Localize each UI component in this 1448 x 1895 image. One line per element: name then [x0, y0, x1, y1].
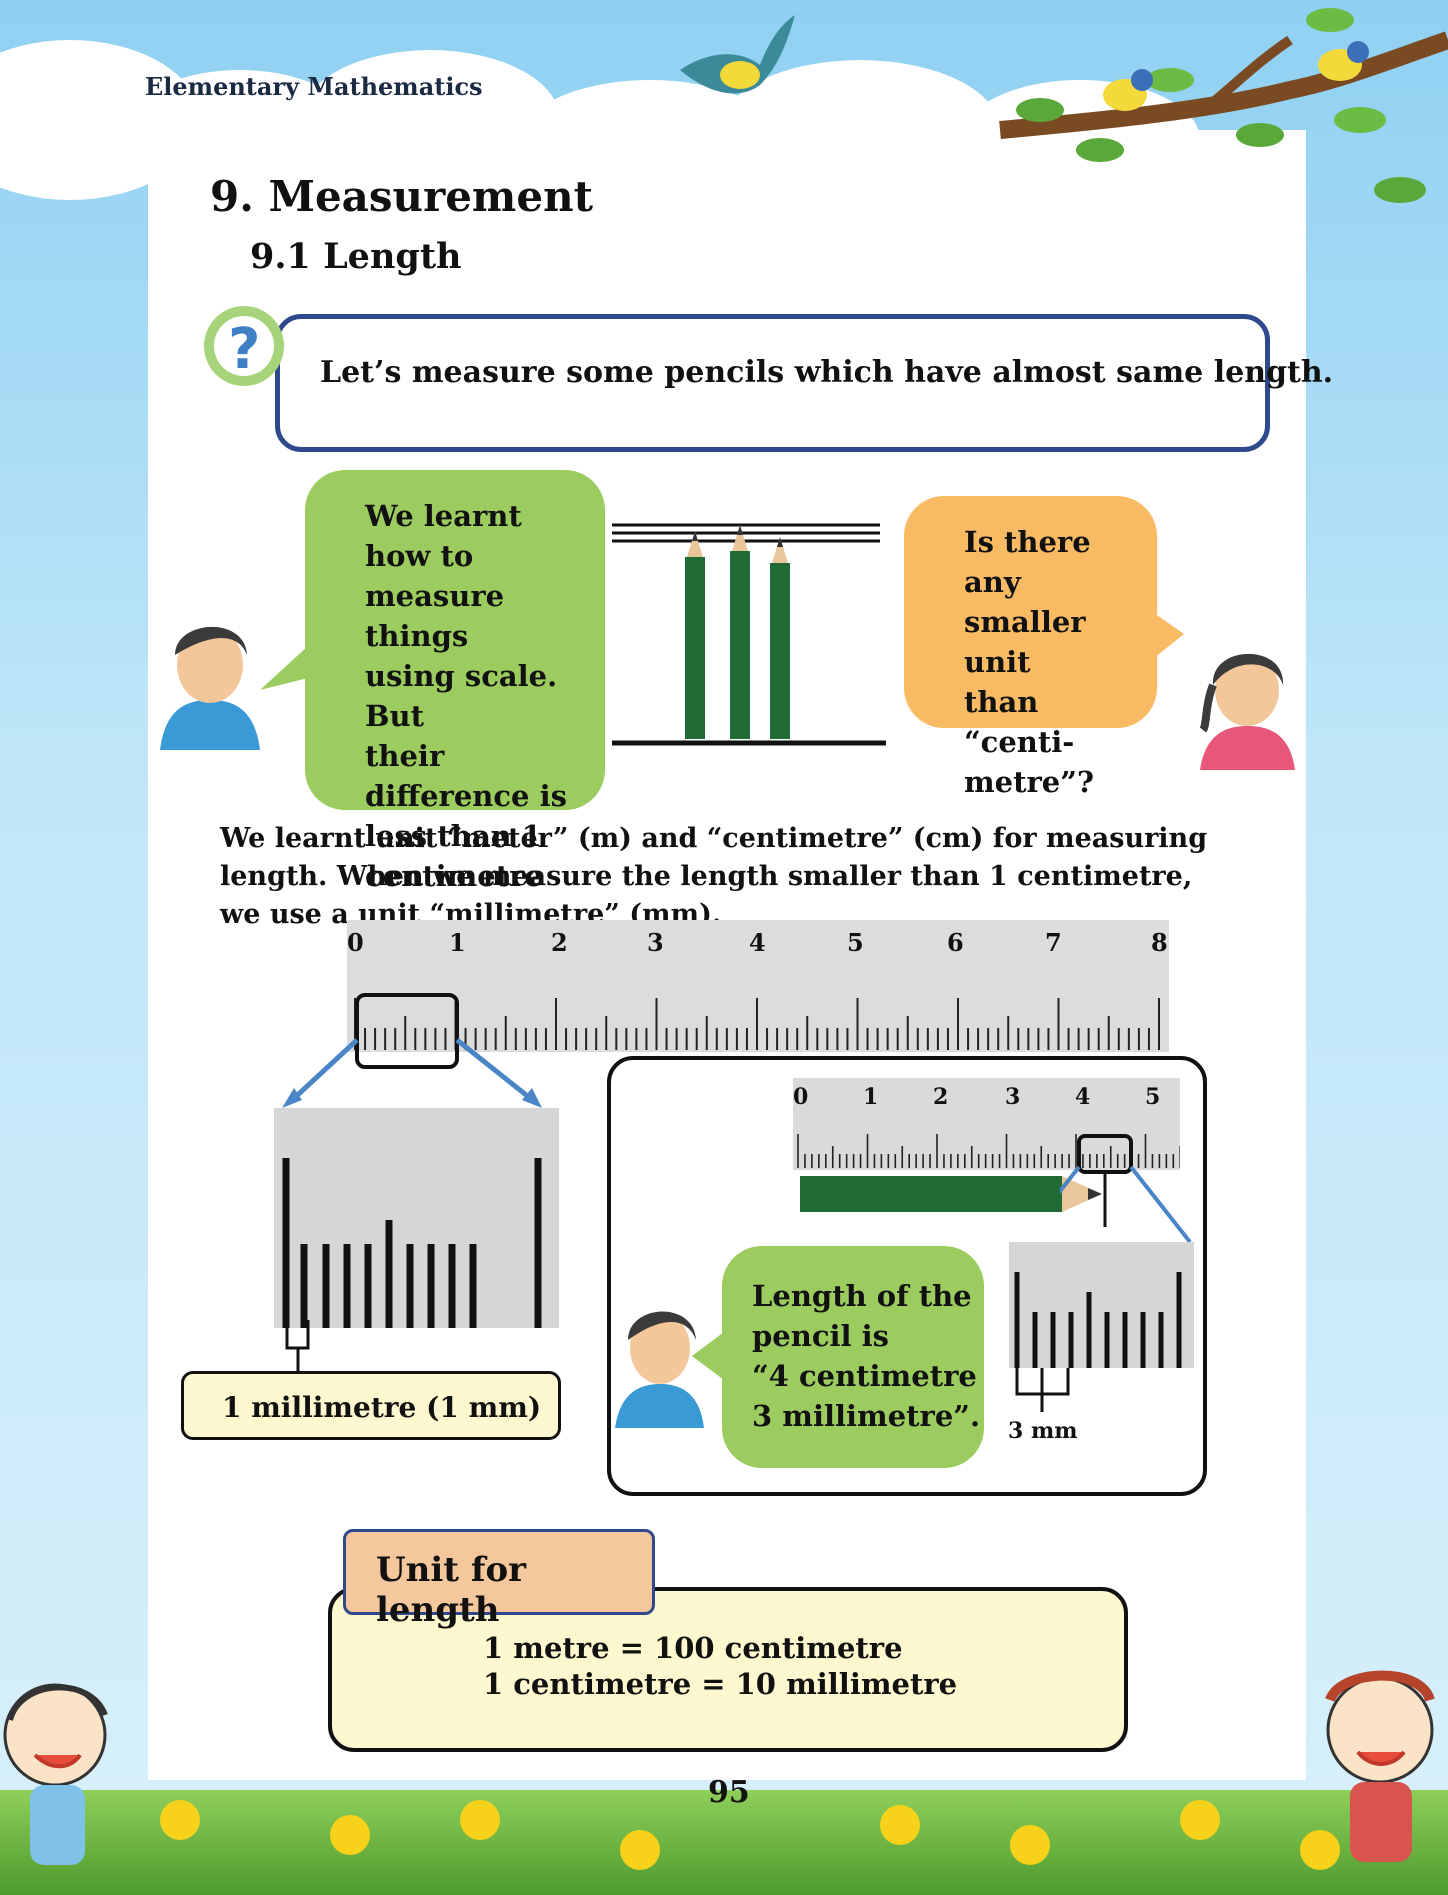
pencils-comparison-illustration: [612, 523, 886, 746]
bubble-line: measure things: [365, 579, 505, 653]
ruler-label: 1: [449, 928, 466, 957]
question-mark-icon: ?: [204, 306, 284, 386]
bubble-line: their difference is: [365, 739, 567, 813]
mm-label-box: 1 millimetre (1 mm): [181, 1371, 561, 1440]
length-speech-bubble: Length of the pencil is “4 centimetre 3 …: [692, 1246, 984, 1468]
magnified-pencil-end: [1009, 1242, 1194, 1368]
svg-text:?: ?: [228, 317, 260, 382]
ruler-label: 5: [1145, 1084, 1161, 1110]
ruler-label: 1: [863, 1084, 879, 1110]
measured-pencil: [800, 1176, 1062, 1212]
bubble-tail: [1144, 606, 1184, 666]
bubble-line: We learnt how to: [365, 499, 522, 573]
girl-speech-bubble: Is there any smaller unit than “centi- m…: [904, 496, 1184, 799]
small-ruler: 0 1 2 3 4 5: [793, 1078, 1180, 1170]
ruler-label: 0: [793, 1084, 809, 1110]
flying-bird-illustration: [680, 15, 795, 94]
bubble-line: pencil is: [752, 1319, 889, 1353]
intro-paragraph: We learnt unit “meter” (m) and “centimet…: [220, 823, 1208, 930]
flower-decoration: [1180, 1800, 1220, 1840]
pencil-tip-and-zoom: [1060, 1134, 1192, 1244]
bubble-tail: [692, 1326, 732, 1386]
magnified-ticks: [1014, 1272, 1182, 1368]
page-number: 95: [708, 1775, 750, 1810]
boy-speech-bubble: We learnt how to measure things using sc…: [260, 470, 605, 893]
bubble-line: metre”?: [964, 765, 1094, 799]
ruler-label: 6: [947, 928, 964, 957]
chapter-title: 9. Measurement: [210, 172, 594, 221]
bubble-tail: [260, 635, 320, 690]
flower-decoration: [880, 1805, 920, 1845]
3mm-caption: 3 mm: [1008, 1418, 1078, 1444]
running-header: Elementary Mathematics: [145, 72, 483, 101]
cartoon-child-right: [1325, 1670, 1435, 1862]
ruler-ticks: [797, 1134, 1180, 1168]
zoom-arrows: [282, 993, 542, 1108]
unit-line-metre: 1 metre = 100 centimetre: [483, 1631, 903, 1665]
bubble-line: 3 millimetre”.: [752, 1399, 981, 1433]
ruler-ticks: [354, 998, 1160, 1050]
ruler-label: 8: [1151, 928, 1168, 957]
ruler-label: 4: [1075, 1084, 1091, 1110]
cartoon-child-left: [3, 1683, 108, 1865]
bubble-line: than “centi-: [964, 685, 1075, 759]
flower-decoration: [1300, 1830, 1340, 1870]
main-ruler: 0 1 2 3 4 5 6 7 8: [347, 920, 1169, 1052]
bubble-line: less than 1: [365, 819, 542, 853]
unit-heading-tab: Unit for length: [343, 1529, 655, 1630]
ruler-label: 4: [749, 928, 766, 957]
ruler-label: 7: [1045, 928, 1062, 957]
bubble-line: Is there any: [964, 525, 1091, 599]
tree-branch-illustration: [999, 8, 1448, 203]
magnified-ruler-section: [274, 1108, 559, 1328]
flower-decoration: [330, 1815, 370, 1855]
flower-decoration: [160, 1800, 200, 1840]
bubble-line: smaller unit: [964, 605, 1086, 679]
boy-illustration: [615, 1311, 704, 1428]
3mm-bracket: [1015, 1368, 1070, 1412]
boy-illustration: [160, 626, 260, 750]
question-text: Let’s measure some pencils which have al…: [320, 355, 1334, 390]
ruler-label: 5: [847, 928, 864, 957]
flower-decoration: [460, 1800, 500, 1840]
flower-decoration: [620, 1830, 660, 1870]
magnified-ticks: [282, 1158, 542, 1328]
ruler-label: 3: [1005, 1084, 1021, 1110]
flower-decoration: [1010, 1825, 1050, 1865]
ruler-label: 2: [551, 928, 568, 957]
ruler-label: 2: [933, 1084, 949, 1110]
section-title: 9.1 Length: [250, 236, 462, 277]
bubble-line: Length of the: [752, 1279, 972, 1313]
bubble-line: “4 centimetre: [752, 1359, 977, 1393]
mm-gap-marker: [285, 1320, 310, 1372]
girl-illustration: [1199, 653, 1295, 770]
ruler-label: 0: [347, 928, 364, 957]
unit-line-centimetre: 1 centimetre = 10 millimetre: [483, 1667, 958, 1701]
question-box: [275, 314, 1270, 452]
bubble-line: centimetre: [365, 859, 543, 893]
bubble-line: using scale. But: [365, 659, 558, 733]
ruler-label: 3: [647, 928, 664, 957]
